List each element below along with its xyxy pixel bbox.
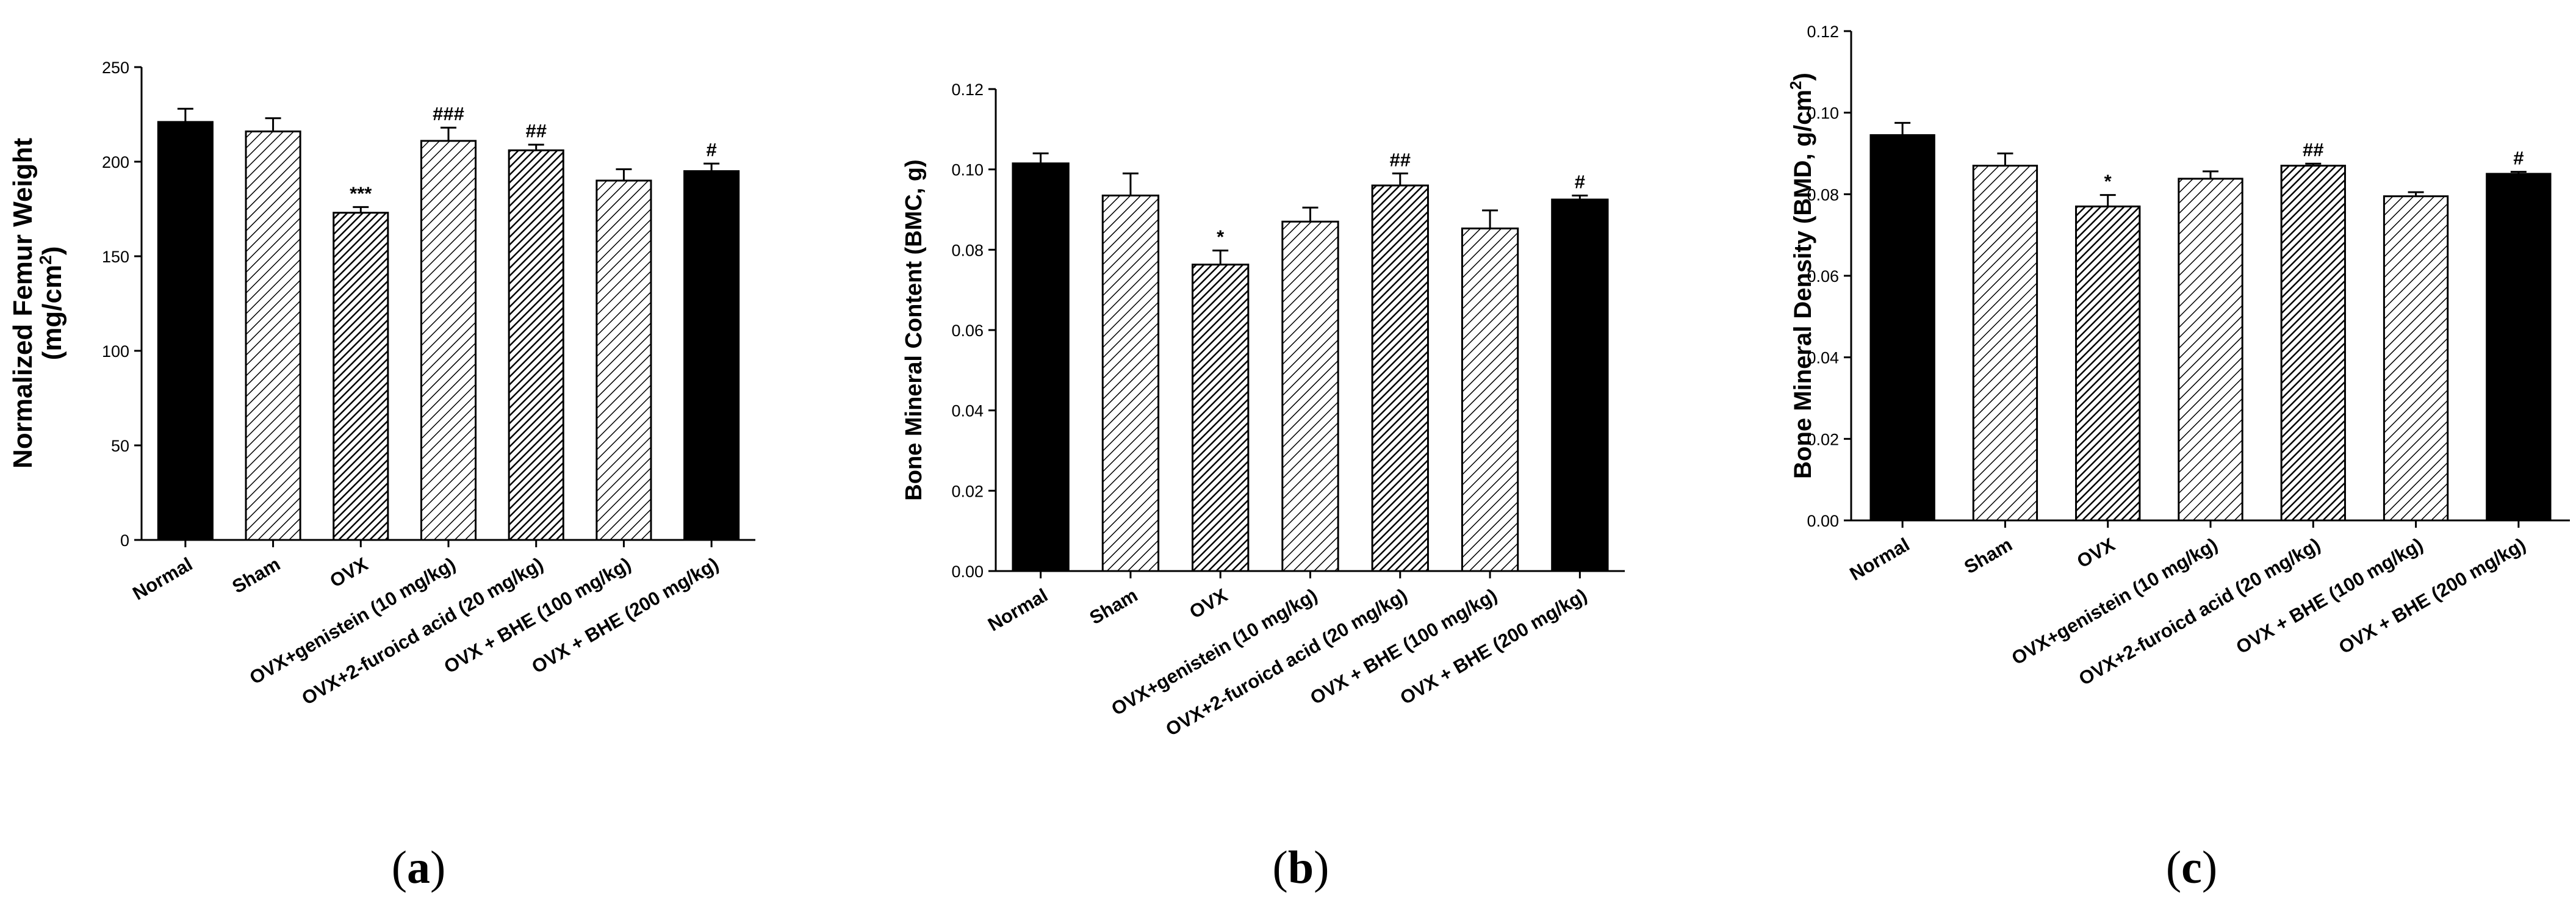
significance-label: ### xyxy=(433,103,464,124)
y-tick-label: 0.00 xyxy=(951,563,984,581)
x-tick-label: Sham xyxy=(1086,584,1142,629)
bar xyxy=(2486,173,2552,522)
y-axis-label-line1: Normalized Femur Weight xyxy=(8,138,38,469)
significance-label: ## xyxy=(2303,139,2323,160)
y-tick-label: 100 xyxy=(102,342,129,361)
y-axis-label: Bone Mineral Content (BMC, g) xyxy=(901,159,927,500)
y-tick-label: 0.00 xyxy=(1807,512,1839,530)
x-tick-label: Normal xyxy=(129,553,196,605)
y-axis-label-superscript: 2 xyxy=(36,255,55,265)
y-tick-label: 50 xyxy=(111,437,129,455)
y-tick-label: 0.12 xyxy=(1807,23,1839,41)
y-tick-label: 0.02 xyxy=(951,482,984,500)
bar xyxy=(683,170,740,541)
bar xyxy=(1192,264,1250,572)
x-tick-label: OVX + BHE (100 mg/kg) xyxy=(2232,534,2427,658)
panel-label: (a) xyxy=(392,842,446,893)
bar xyxy=(2383,195,2449,522)
y-axis-label-main: Bone Mineral Density (BMD, g/cm xyxy=(1790,90,1816,479)
x-tick-label: OVX xyxy=(326,553,372,592)
panel-b-chart: 0.00 0.02 0.04 0.06 0.08 0.10 0.12 Bone Mineral… xyxy=(901,81,1625,893)
bar xyxy=(1461,227,1519,572)
significance-label: *** xyxy=(350,182,372,204)
significance-label: # xyxy=(707,139,717,160)
x-tick-label: Sham xyxy=(228,553,284,598)
bar xyxy=(1869,134,1935,522)
x-tick-label: Sham xyxy=(1960,534,2016,578)
bar xyxy=(2178,178,2243,522)
bar xyxy=(1551,198,1609,572)
y-tick-label: 0.06 xyxy=(951,322,984,340)
y-axis-label: Bone Mineral Density (BMD, g/cm2) xyxy=(1786,73,1816,479)
significance-label: ## xyxy=(525,120,546,142)
panel-label: (b) xyxy=(1273,842,1329,893)
y-tick-label: 250 xyxy=(102,59,129,77)
y-axis-label-close: ) xyxy=(1790,73,1816,81)
y-axis-label-line2: (mg/cm xyxy=(37,265,67,360)
bar xyxy=(1972,165,2038,522)
bar xyxy=(157,121,214,541)
y-axis-label: Normalized Femur Weight(mg/cm2) xyxy=(8,138,67,469)
significance-label: * xyxy=(1217,226,1225,248)
y-tick-label: 0.12 xyxy=(951,81,984,99)
y-tick-label: 0.02 xyxy=(1807,430,1839,448)
bar xyxy=(595,179,652,541)
y-axis-label-close: ) xyxy=(37,246,67,256)
y-tick-label: 200 xyxy=(102,153,129,171)
panel-label: (c) xyxy=(2166,842,2217,893)
bar xyxy=(420,140,477,541)
x-tick-label: Normal xyxy=(984,584,1051,636)
bar xyxy=(508,149,564,541)
bar xyxy=(1012,162,1070,572)
y-tick-label: 0.04 xyxy=(1807,349,1839,367)
bar xyxy=(333,212,389,541)
y-tick-label: 0.06 xyxy=(1807,267,1839,286)
y-tick-label: 0.10 xyxy=(1807,104,1839,123)
significance-label: # xyxy=(2513,148,2524,169)
y-axis-label-superscript: 2 xyxy=(1786,81,1805,89)
y-tick-label: 0.08 xyxy=(1807,185,1839,204)
bar xyxy=(2075,205,2141,522)
significance-label: * xyxy=(2104,171,2112,192)
y-tick-label: 150 xyxy=(102,248,129,266)
y-tick-label: 0 xyxy=(120,531,129,550)
x-tick-label: OVX xyxy=(2073,534,2118,572)
y-tick-label: 0.04 xyxy=(951,402,984,420)
panel-c-chart: 0.00 0.02 0.04 0.06 0.08 0.10 0.12 Bone Mineral… xyxy=(1786,23,2570,893)
significance-label: # xyxy=(1575,171,1585,192)
bar xyxy=(1101,194,1160,572)
panel-a-chart: 0 50 100 150 200 250 Normalized Femur Weight(m… xyxy=(8,59,755,893)
significance-label: ## xyxy=(1390,149,1411,170)
bar xyxy=(1371,184,1429,572)
y-tick-label: 0.08 xyxy=(951,241,984,259)
x-tick-label: OVX + BHE (200 mg/kg) xyxy=(2335,534,2529,658)
y-tick-label: 0.10 xyxy=(951,161,984,179)
bar xyxy=(245,130,301,541)
x-tick-label: Normal xyxy=(1846,534,1913,585)
x-tick-label: OVX xyxy=(1186,584,1231,623)
bar xyxy=(1281,220,1339,572)
bar xyxy=(2280,165,2346,522)
